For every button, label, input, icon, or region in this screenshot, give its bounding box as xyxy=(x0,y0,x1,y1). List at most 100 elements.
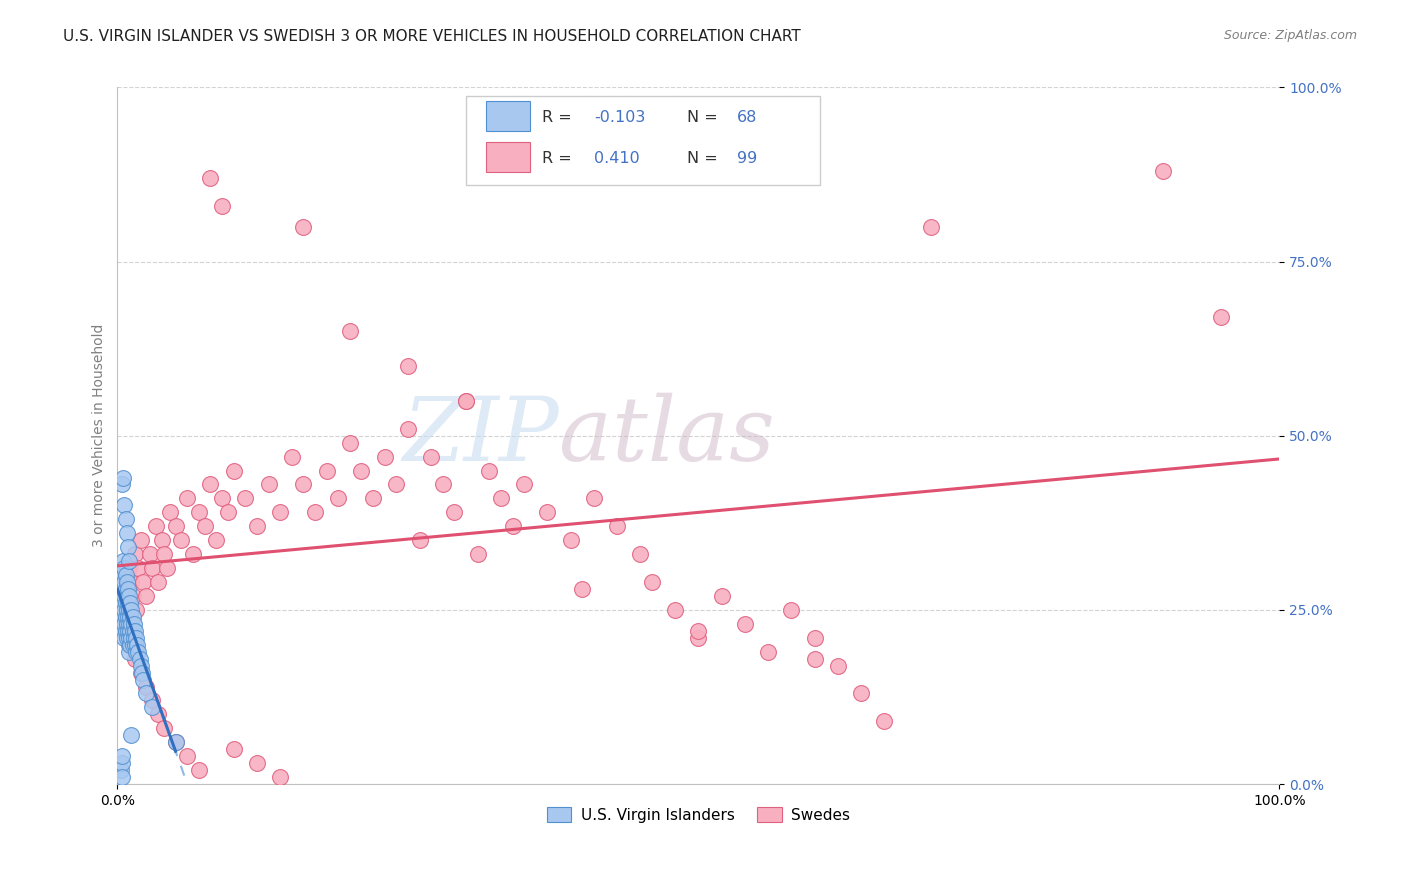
Point xyxy=(361,491,384,506)
Point xyxy=(339,435,361,450)
Point xyxy=(125,645,148,659)
Text: N =: N = xyxy=(686,111,717,125)
Point xyxy=(114,624,136,638)
Point xyxy=(780,603,803,617)
Point xyxy=(194,519,217,533)
Point xyxy=(582,491,605,506)
Legend: U.S. Virgin Islanders, Swedes: U.S. Virgin Islanders, Swedes xyxy=(541,800,856,829)
Point xyxy=(118,603,141,617)
Point xyxy=(396,359,419,373)
Point xyxy=(420,450,443,464)
Point xyxy=(120,631,142,645)
Text: 99: 99 xyxy=(737,152,756,166)
Point xyxy=(803,651,825,665)
Text: atlas: atlas xyxy=(560,392,775,479)
Point xyxy=(688,624,710,638)
Text: Source: ZipAtlas.com: Source: ZipAtlas.com xyxy=(1223,29,1357,42)
Point xyxy=(139,547,162,561)
Point xyxy=(124,547,146,561)
Point xyxy=(124,638,146,652)
Point xyxy=(454,393,477,408)
Point xyxy=(489,491,512,506)
Point xyxy=(374,450,396,464)
Text: U.S. VIRGIN ISLANDER VS SWEDISH 3 OR MORE VEHICLES IN HOUSEHOLD CORRELATION CHAR: U.S. VIRGIN ISLANDER VS SWEDISH 3 OR MOR… xyxy=(63,29,801,44)
Point xyxy=(120,728,142,742)
Point xyxy=(117,624,139,638)
Point xyxy=(165,519,187,533)
Text: ZIP: ZIP xyxy=(402,392,560,479)
Point xyxy=(112,582,135,596)
Point xyxy=(117,610,139,624)
Point xyxy=(111,770,134,784)
Point xyxy=(432,477,454,491)
FancyBboxPatch shape xyxy=(465,95,821,185)
Point xyxy=(141,700,163,714)
Point xyxy=(114,596,136,610)
Point xyxy=(118,616,141,631)
Point xyxy=(560,533,582,548)
Point xyxy=(350,464,373,478)
Point xyxy=(304,505,326,519)
Point xyxy=(115,568,138,582)
Point xyxy=(467,547,489,561)
Point xyxy=(222,742,245,756)
Point xyxy=(111,756,134,771)
Point xyxy=(246,756,269,771)
Y-axis label: 3 or more Vehicles in Household: 3 or more Vehicles in Household xyxy=(93,324,107,548)
Point xyxy=(664,603,686,617)
Point xyxy=(114,512,136,526)
Point xyxy=(127,645,149,659)
Point xyxy=(121,589,143,603)
Point xyxy=(129,533,152,548)
Point xyxy=(873,714,896,729)
Point xyxy=(117,582,139,596)
Point xyxy=(112,575,135,590)
Point xyxy=(280,450,302,464)
Point xyxy=(121,638,143,652)
Point xyxy=(827,658,849,673)
Point xyxy=(536,505,558,519)
Point xyxy=(803,631,825,645)
Text: N =: N = xyxy=(686,152,717,166)
Point xyxy=(181,547,204,561)
Point xyxy=(129,658,152,673)
Point xyxy=(146,707,169,722)
Point xyxy=(120,616,142,631)
Point xyxy=(114,582,136,596)
Point xyxy=(118,631,141,645)
Point xyxy=(571,582,593,596)
Point xyxy=(170,533,193,548)
Text: R =: R = xyxy=(541,111,571,125)
Point xyxy=(396,422,419,436)
Point xyxy=(153,547,176,561)
Point xyxy=(292,219,315,234)
Point xyxy=(112,589,135,603)
Point xyxy=(112,582,135,596)
Point xyxy=(112,596,135,610)
Point xyxy=(127,638,149,652)
Point xyxy=(176,749,198,764)
Point xyxy=(217,505,239,519)
Point xyxy=(257,477,280,491)
Point xyxy=(118,638,141,652)
Point xyxy=(233,491,256,506)
Point xyxy=(124,651,146,665)
Point xyxy=(756,645,779,659)
Point xyxy=(606,519,628,533)
Point xyxy=(200,171,222,186)
Point xyxy=(117,540,139,554)
Point xyxy=(115,631,138,645)
Point xyxy=(628,547,651,561)
Point xyxy=(176,491,198,506)
Text: 0.410: 0.410 xyxy=(593,152,640,166)
Point xyxy=(187,505,209,519)
Point xyxy=(187,763,209,777)
Point xyxy=(112,616,135,631)
Point xyxy=(328,491,350,506)
Point xyxy=(641,575,664,590)
Point xyxy=(121,610,143,624)
Point xyxy=(112,610,135,624)
Text: R =: R = xyxy=(541,152,571,166)
Point xyxy=(120,638,142,652)
Point xyxy=(125,603,148,617)
